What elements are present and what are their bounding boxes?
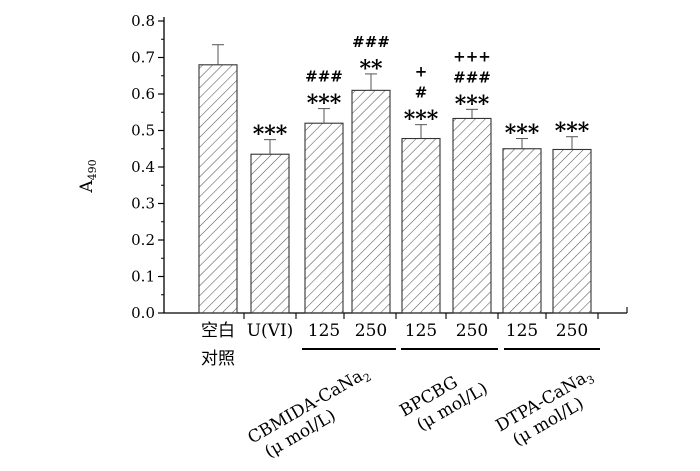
bar (351, 89, 391, 314)
significance-mark: ### (305, 68, 343, 86)
y-tick-label: 0.6 (131, 85, 155, 103)
significance-mark: # (415, 84, 428, 102)
significance-mark: ** (359, 56, 383, 82)
significance-mark: ### (453, 68, 491, 86)
significance-mark: +++ (453, 47, 491, 65)
group-labels-layer: CBMIDA-CaNa2(μ mol/L)BPCBG(μ mol/L) DTPA-… (245, 348, 600, 462)
x-tick-label-line2: 对照 (201, 349, 235, 369)
y-tick-label: 0.1 (131, 268, 155, 286)
bar (452, 117, 492, 314)
significance-mark: *** (455, 91, 490, 117)
significance-mark: ### (352, 33, 390, 51)
bar (502, 148, 542, 314)
bars-layer (198, 64, 592, 314)
x-tick-label: 空白 (201, 321, 235, 341)
y-tick-label: 0.7 (131, 49, 155, 67)
significance-mark: *** (555, 119, 590, 145)
x-tick-label: 250 (456, 321, 488, 341)
x-tick-label: 125 (405, 321, 437, 341)
y-axis-label: A490 (77, 159, 99, 193)
bar (304, 122, 344, 314)
significance-marks-layer: *** ### *** ### ** + # *** +++ ### *** *** *** (253, 33, 590, 148)
x-tick-label: 250 (556, 321, 588, 341)
y-axis: 0.0 0.1 0.2 0.3 0.4 0.5 0.6 0.7 0.8 A490 (77, 12, 165, 322)
significance-mark: *** (404, 107, 439, 133)
bar (401, 137, 441, 314)
bar (250, 153, 290, 314)
y-tick-label: 0.5 (131, 122, 155, 140)
x-tick-label: 125 (308, 321, 340, 341)
y-tick-label: 0.0 (131, 304, 155, 322)
significance-mark: + (415, 63, 428, 81)
significance-mark: *** (505, 121, 540, 147)
y-tick-label: 0.2 (131, 231, 155, 249)
y-tick-label: 0.4 (131, 158, 155, 176)
y-tick-label: 0.3 (131, 195, 155, 213)
x-tick-label: U(VI) (247, 321, 294, 341)
significance-mark: *** (253, 122, 288, 148)
bar (552, 148, 592, 314)
significance-mark: *** (307, 91, 342, 117)
error-bars-layer (212, 44, 578, 155)
y-tick-label: 0.8 (131, 12, 155, 30)
x-tick-label: 250 (355, 321, 387, 341)
x-tick-label: 125 (506, 321, 538, 341)
bar (198, 64, 238, 314)
